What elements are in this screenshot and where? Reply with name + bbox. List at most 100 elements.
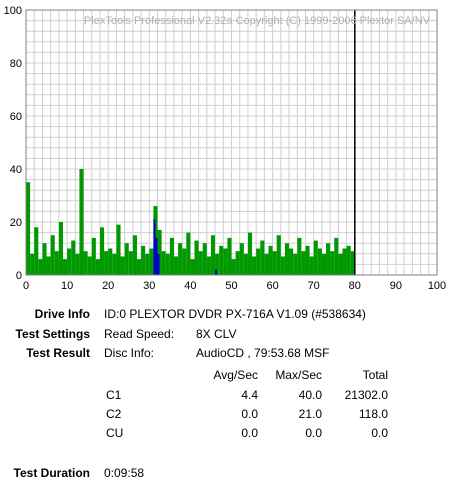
- y-tick-label: 60: [10, 111, 22, 123]
- c1-bar: [173, 256, 179, 275]
- x-tick-label: 30: [143, 280, 155, 292]
- c1-bar: [280, 256, 285, 275]
- c1-bar: [62, 259, 68, 275]
- c1-bar: [108, 248, 113, 275]
- avg-per-sec-header: Avg/Sec: [213, 368, 258, 382]
- x-tick-label: 60: [266, 280, 278, 292]
- disc-info-value: AudioCD , 79:53.68 MSF: [196, 346, 330, 360]
- c1-bar: [91, 237, 96, 275]
- c1-bar: [132, 235, 137, 275]
- c2-row-label: C2: [106, 407, 122, 421]
- c1-bar: [321, 253, 327, 275]
- c1-bar: [313, 240, 318, 275]
- c1-bar: [99, 227, 105, 275]
- c1-bar: [58, 222, 63, 275]
- c1-bar: [141, 245, 146, 275]
- c1-bar: [326, 243, 331, 275]
- y-tick-label: 100: [4, 5, 22, 17]
- c1-bar: [338, 253, 343, 275]
- c1-bar: [231, 259, 236, 275]
- disc-info-label: Disc Info:: [104, 346, 155, 360]
- x-tick-label: 80: [349, 280, 361, 292]
- c1-bar: [264, 253, 269, 275]
- c2-max: 21.0: [298, 407, 322, 421]
- c1-bar: [243, 253, 248, 275]
- c1-bar: [87, 256, 92, 275]
- plot-frame: [25, 9, 438, 276]
- c1-bar: [223, 248, 228, 275]
- y-tick-label: 40: [10, 164, 22, 176]
- error-rate-chart: 0 10 20 30 40 50 60 70 80 90 100 0 20 40 60 80 100 PlexT…: [4, 5, 447, 292]
- drive-info-label: Drive Info: [34, 307, 90, 321]
- c1-bar: [346, 245, 351, 275]
- c1-bar: [247, 232, 253, 275]
- c1-bar: [272, 251, 277, 275]
- chart-axes: 0 10 20 30 40 50 60 70 80 90 100 0 20 40 60 80 100: [4, 5, 447, 292]
- x-tick-label: 0: [23, 280, 29, 292]
- c1-bar: [252, 256, 257, 275]
- cu-total: 0.0: [371, 426, 388, 440]
- chart-grid: [25, 9, 438, 276]
- c1-bar: [116, 224, 121, 275]
- c1-avg: 4.4: [241, 388, 258, 402]
- c1-bar: [342, 248, 347, 275]
- c1-bar: [182, 248, 187, 275]
- c1-bar: [330, 251, 335, 275]
- c1-bar: [194, 240, 199, 275]
- c1-bar: [256, 248, 261, 275]
- chart-title: PlexTools Professional V2.32a Copyright …: [84, 15, 431, 27]
- x-tick-label: 100: [428, 280, 446, 292]
- c1-bar: [54, 251, 59, 275]
- c2-bar: [155, 237, 158, 275]
- read-speed-label: Read Speed:: [104, 327, 175, 341]
- c1-total: 21302.0: [344, 388, 388, 402]
- c1-bar: [157, 229, 162, 275]
- c2-bar: [153, 219, 156, 275]
- total-header: Total: [362, 368, 388, 382]
- c1-bar: [293, 253, 298, 275]
- cu-max: 0.0: [305, 426, 322, 440]
- c1-bar: [215, 253, 220, 275]
- c1-bar: [301, 251, 306, 275]
- c1-bar: [50, 235, 55, 275]
- c1-bar: [235, 251, 240, 275]
- c1-bar: [186, 232, 191, 275]
- c1-bar: [309, 256, 314, 275]
- c1-bar: [219, 245, 224, 275]
- cu-row-label: CU: [106, 426, 124, 440]
- c1-bar: [95, 259, 100, 275]
- c1-row-label: C1: [106, 388, 122, 402]
- c2-bar: [157, 253, 160, 275]
- c1-bar: [350, 251, 355, 275]
- c1-bar: [75, 253, 80, 275]
- c1-bar: [210, 235, 216, 275]
- c1-bar: [334, 237, 339, 275]
- x-tick-label: 20: [102, 280, 114, 292]
- y-tick-label: 20: [10, 217, 22, 229]
- c1-bar: [67, 248, 72, 275]
- c1-bar: [104, 251, 109, 275]
- c1-bar: [71, 240, 76, 275]
- c1-bar: [178, 243, 183, 275]
- x-tick-label: 40: [184, 280, 196, 292]
- drive-info-value: ID:0 PLEXTOR DVDR PX-716A V1.09 (#538634…: [104, 307, 366, 321]
- max-per-sec-header: Max/Sec: [275, 368, 322, 382]
- y-tick-label: 80: [10, 58, 22, 70]
- c1-bar: [112, 253, 117, 275]
- c1-bar: [227, 237, 232, 275]
- c1-bar: [239, 243, 244, 275]
- c1-bar: [136, 259, 142, 275]
- y-tick-label: 0: [16, 270, 22, 282]
- x-tick-label: 50: [225, 280, 237, 292]
- c1-bar: [260, 240, 265, 275]
- c1-bar: [190, 259, 195, 275]
- c1-bar: [305, 245, 310, 275]
- c1-bar: [34, 227, 39, 275]
- c2-bar: [215, 269, 218, 275]
- c1-bar: [124, 243, 129, 275]
- c1-bar: [206, 256, 211, 275]
- test-duration-value: 0:09:58: [104, 466, 145, 480]
- c1-bar: [26, 182, 31, 275]
- cu-avg: 0.0: [241, 426, 258, 440]
- c1-bar: [169, 237, 174, 275]
